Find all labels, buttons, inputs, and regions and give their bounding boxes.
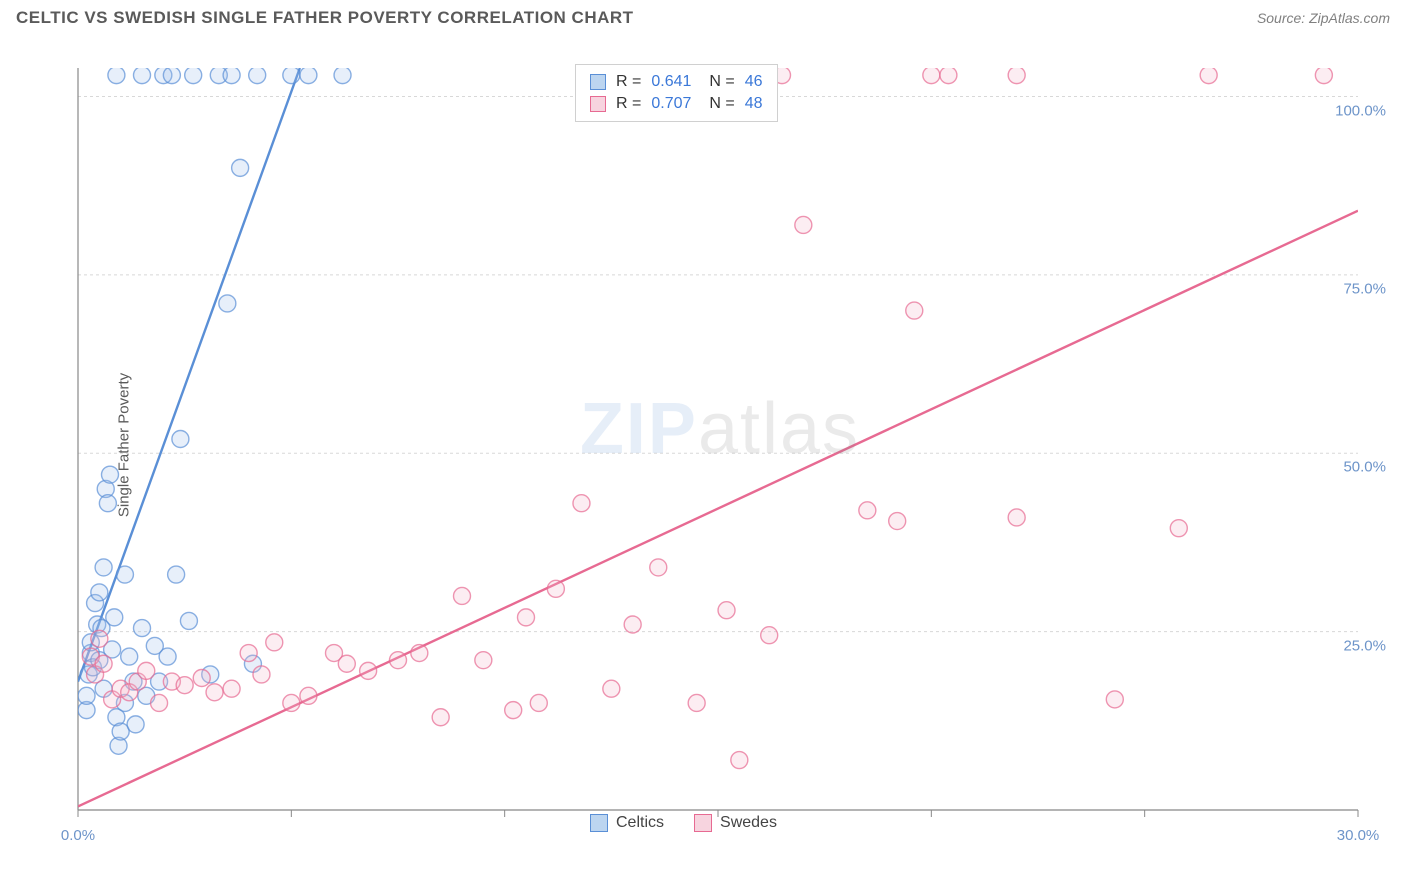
legend-swatch — [590, 74, 606, 90]
source-attribution: Source: ZipAtlas.com — [1257, 10, 1390, 26]
legend-swatch — [694, 814, 712, 832]
stats-legend-row: R =0.707N =48 — [590, 93, 763, 115]
chart-title: CELTIC VS SWEDISH SINGLE FATHER POVERTY … — [16, 8, 634, 28]
legend-item: Celtics — [590, 814, 664, 832]
x-tick-label: 0.0% — [61, 827, 95, 844]
stats-legend: R =0.641N =46R =0.707N =48 — [575, 64, 778, 122]
legend-label: Swedes — [720, 814, 777, 832]
legend-item: Swedes — [694, 814, 777, 832]
y-tick-label: 75.0% — [1343, 280, 1386, 297]
y-tick-label: 100.0% — [1335, 102, 1386, 119]
chart-container: Single Father Poverty ZIPatlas R =0.641N… — [50, 50, 1390, 840]
legend-label: Celtics — [616, 814, 664, 832]
scatter-chart — [50, 50, 1390, 840]
stats-legend-row: R =0.641N =46 — [590, 71, 763, 93]
series-legend: Celtics Swedes — [590, 814, 777, 832]
x-tick-label: 30.0% — [1337, 827, 1380, 844]
y-tick-label: 25.0% — [1343, 637, 1386, 654]
legend-swatch — [590, 814, 608, 832]
legend-swatch — [590, 96, 606, 112]
header: CELTIC VS SWEDISH SINGLE FATHER POVERTY … — [0, 0, 1406, 32]
y-tick-label: 50.0% — [1343, 459, 1386, 476]
